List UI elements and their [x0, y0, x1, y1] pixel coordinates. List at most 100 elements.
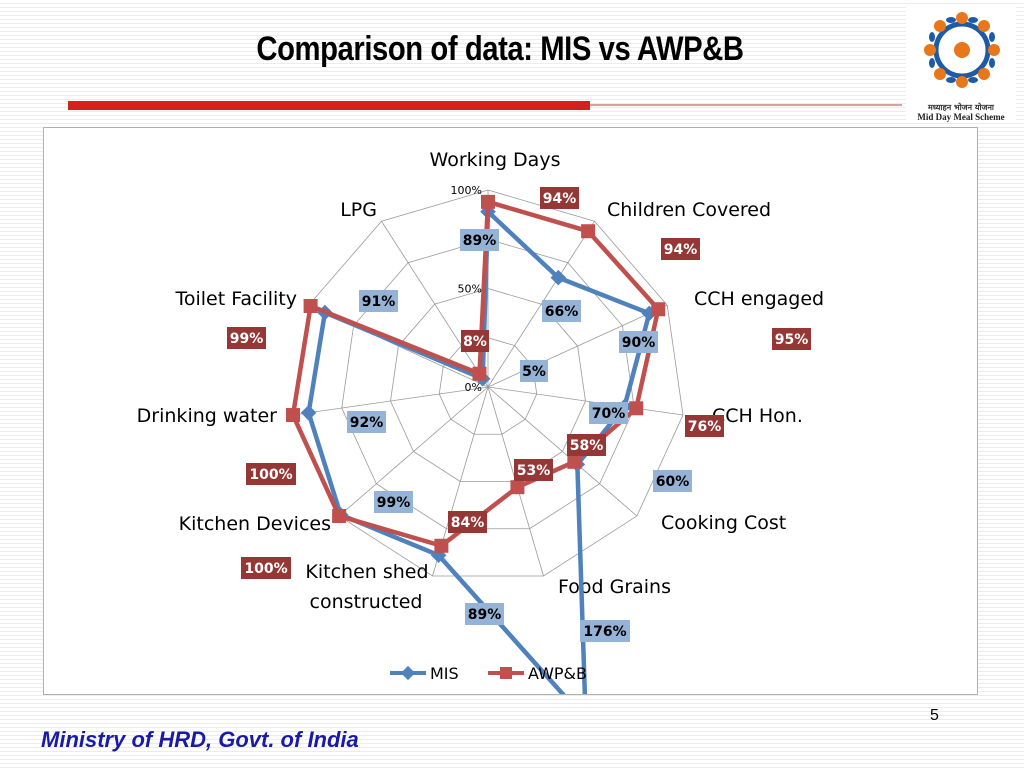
legend-label-awp-b: AWP&B [528, 664, 587, 683]
data-label-awp-b-cooking-cost: 58% [570, 438, 604, 454]
radar-chart-container: 0% 50% 100% Working Days Children Covered CC… [43, 127, 978, 695]
legend-marker-mis [400, 665, 416, 681]
data-label-mis-working-days: 89% [463, 233, 497, 249]
data-label-bg-mis-toilet-facility [359, 290, 398, 312]
data-label-bg-mis-cooking-cost [653, 470, 692, 492]
data-label-awp-b-kitchen-shed-constructed: 84% [451, 515, 485, 531]
data-label-awp-b-working-days: 94% [543, 191, 577, 207]
data-point-awp-b-toilet-facility [303, 298, 318, 313]
grid-ring [390, 288, 586, 482]
grid-spoke [338, 386, 489, 517]
legend-item-awp-b: AWP&B [488, 664, 587, 683]
data-point-awp-b-kitchen-shed-constructed [434, 538, 449, 553]
data-label-bg-mis-children-covered [542, 300, 581, 322]
footer-text: Ministry of HRD, Govt. of India [41, 727, 359, 752]
radial-tick-labels: 0% 50% 100% [451, 184, 482, 394]
data-label-bg-awp-b-cch-hon [685, 415, 724, 437]
data-label-awp-b-children-covered: 94% [664, 242, 698, 258]
data-label-awp-b-kitchen-devices: 100% [244, 561, 287, 577]
grid-spoke [381, 221, 489, 388]
radar-chart: 0% 50% 100% Working Days Children Covered CC… [137, 149, 824, 694]
category-label-lpg: LPG [340, 199, 377, 221]
data-label-awp-b-food-grains: 53% [517, 463, 551, 479]
data-label-bg-mis-food-grains [580, 620, 630, 642]
title-underline-thin [590, 104, 902, 106]
legend-marker-awp-b [500, 667, 512, 679]
data-label-mis-cooking-cost: 60% [656, 474, 690, 490]
category-label-working-days: Working Days [430, 149, 561, 171]
category-label-cooking-cost: Cooking Cost [661, 512, 786, 534]
data-label-bg-awp-b-food-grains [514, 459, 553, 481]
logo-english-text: Mid Day Meal Scheme [917, 112, 1005, 122]
data-label-bg-awp-b-working-days [540, 187, 579, 209]
radial-tick-label: 0% [465, 381, 482, 394]
data-label-mis-cch-hon: 70% [592, 406, 626, 422]
data-point-awp-b-working-days [481, 194, 495, 209]
data-label-bg-awp-b-drinking-water [246, 463, 296, 485]
data-label-bg-awp-b-toilet-facility [227, 327, 266, 349]
data-label-bg-awp-b-cch-engaged [772, 328, 811, 350]
slide-title: Comparison of data: MIS vs AWP&B [256, 30, 744, 68]
data-point-awp-b-drinking-water [286, 408, 301, 423]
data-label-mis-food-grains: 176% [583, 624, 626, 640]
data-label-bg-mis-drinking-water [347, 411, 386, 433]
data-point-awp-b-cch-hon [629, 401, 644, 416]
data-labels-awp-b: 94% 94% 95% 76% 58% 53% 84% 100% 100% 99% 8% [227, 187, 811, 579]
category-label-cch-engaged: CCH engaged [694, 288, 824, 310]
radial-tick-label: 50% [458, 283, 482, 296]
data-label-mis-lpg: 5% [522, 364, 546, 380]
data-label-awp-b-drinking-water: 100% [249, 467, 292, 483]
data-label-awp-b-cch-engaged: 95% [775, 332, 809, 348]
logo-hindi-text: मध्याहन भोजन योजना [928, 103, 994, 112]
page-number: 5 [930, 707, 939, 724]
data-label-mis-children-covered: 66% [545, 304, 579, 320]
grid-ring [341, 238, 635, 530]
data-label-bg-awp-b-lpg [461, 330, 489, 352]
data-label-bg-mis-working-days [460, 229, 499, 251]
category-label-food-grains: Food Grains [558, 576, 671, 598]
category-label-kitchen-shed-constructed-line2: constructed [310, 591, 423, 613]
grid-spoke [292, 386, 489, 416]
category-labels: Working Days Children Covered CCH engaged C… [137, 149, 824, 613]
radial-tick-label: 100% [451, 184, 482, 197]
chart-legend: MIS AWP&B [390, 664, 587, 683]
data-label-bg-awp-b-kitchen-shed-constructed [448, 511, 487, 533]
data-label-mis-toilet-facility: 91% [362, 294, 396, 310]
data-label-bg-mis-lpg [520, 360, 548, 382]
data-label-awp-b-cch-hon: 76% [688, 419, 722, 435]
data-point-awp-b-lpg [472, 366, 487, 381]
data-label-mis-kitchen-devices: 99% [377, 495, 411, 511]
data-label-bg-awp-b-cooking-cost [567, 434, 606, 456]
data-label-mis-cch-engaged: 90% [622, 335, 656, 351]
category-label-kitchen-devices: Kitchen Devices [179, 513, 331, 535]
data-point-awp-b-children-covered [581, 224, 596, 239]
data-label-bg-awp-b-kitchen-devices [241, 557, 291, 579]
data-labels: 89%66%90%70%60%176%89%99%92%91%5%94%94%9… [227, 187, 811, 642]
category-label-drinking-water: Drinking water [137, 405, 278, 427]
grid-spoke [487, 304, 668, 388]
data-point-awp-b-cch-engaged [651, 302, 666, 317]
category-label-toilet-facility: Toilet Facility [174, 288, 297, 310]
data-label-bg-mis-kitchen-shed-constructed [465, 603, 504, 625]
mid-day-meal-logo: मध्याहन भोजन योजना Mid Day Meal Scheme [906, 4, 1016, 122]
title-underline-bar [68, 101, 590, 110]
data-point-mis-drinking-water [300, 405, 317, 421]
data-label-awp-b-lpg: 8% [463, 334, 487, 350]
grid-spoke [487, 386, 638, 517]
data-label-bg-mis-cch-engaged [619, 331, 658, 353]
data-point-awp-b-kitchen-devices [332, 509, 347, 524]
data-label-mis-drinking-water: 92% [350, 415, 384, 431]
data-point-awp-b-cooking-cost [567, 454, 582, 469]
grid-spoke [487, 386, 684, 416]
data-label-bg-awp-b-children-covered [661, 238, 700, 260]
logo-emblem-icon [924, 12, 1000, 88]
data-label-bg-mis-kitchen-devices [374, 491, 413, 513]
data-label-bg-mis-cch-hon [589, 402, 628, 424]
category-label-kitchen-shed-constructed-line1: Kitchen shed [305, 561, 428, 583]
legend-item-mis: MIS [390, 664, 459, 683]
data-label-awp-b-toilet-facility: 99% [230, 331, 264, 347]
grid-spoke [487, 221, 595, 388]
grid-ring [292, 189, 684, 577]
data-point-awp-b-food-grains [510, 480, 525, 495]
data-label-mis-kitchen-shed-constructed: 89% [468, 607, 502, 623]
